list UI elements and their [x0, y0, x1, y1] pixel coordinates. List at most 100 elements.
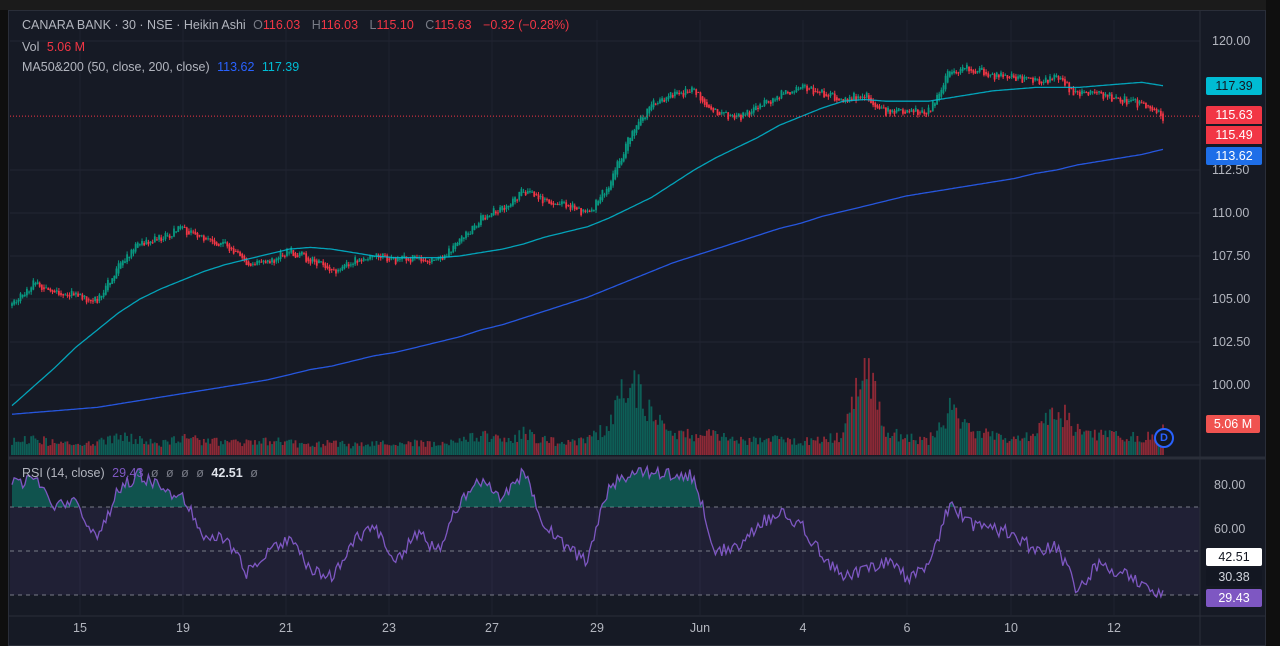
- volume-bar: [966, 422, 968, 455]
- volume-bar: [1149, 439, 1152, 455]
- candle-body: [592, 210, 595, 212]
- volume-bar: [516, 441, 519, 455]
- volume-bar: [639, 384, 642, 455]
- candle-body: [138, 244, 141, 246]
- volume-bar: [1125, 439, 1128, 455]
- candle-body: [520, 188, 523, 196]
- volume-bar: [332, 440, 335, 455]
- rsi-label[interactable]: RSI (14, close): [22, 466, 105, 480]
- rsi-value: 29.43: [112, 466, 144, 480]
- candle-body: [89, 299, 92, 302]
- candle-body: [518, 191, 521, 200]
- candle-body: [384, 255, 386, 257]
- candle-body: [448, 248, 450, 257]
- candle-body: [85, 296, 88, 303]
- candle-body: [686, 91, 689, 93]
- candle-body: [742, 112, 744, 118]
- candle-body: [275, 258, 278, 262]
- candle-body: [249, 263, 252, 267]
- dividends-badge[interactable]: D: [1154, 428, 1174, 448]
- candle-body: [1078, 91, 1081, 97]
- candle-body: [509, 204, 512, 207]
- candle-body: [450, 252, 452, 254]
- volume-bar: [416, 440, 418, 455]
- volume-bar: [951, 409, 953, 455]
- candle-body: [77, 293, 79, 297]
- candle-body: [548, 199, 551, 204]
- volume-bar: [974, 438, 977, 455]
- volume-bar: [867, 358, 870, 455]
- candle-body: [477, 223, 480, 227]
- candle-body: [808, 88, 811, 90]
- volume-bar: [978, 430, 981, 455]
- candle-body: [995, 72, 998, 77]
- volume-bar: [394, 444, 397, 455]
- candle-body: [688, 91, 691, 93]
- volume-bar: [377, 444, 380, 455]
- rsi-tag: 29.43: [1206, 589, 1262, 607]
- volume-bar: [844, 423, 847, 455]
- candle-body: [245, 258, 248, 266]
- volume-bar: [1000, 434, 1002, 455]
- candle-body: [147, 241, 150, 245]
- volume-bar: [848, 412, 851, 455]
- volume-bar: [816, 436, 819, 455]
- candle-body: [98, 294, 101, 301]
- volume-bar: [232, 439, 235, 455]
- volume-label[interactable]: Vol: [22, 40, 40, 54]
- candle-body: [1127, 100, 1130, 102]
- volume-bar: [539, 442, 542, 455]
- volume-bar: [113, 435, 116, 455]
- candle-body: [697, 92, 700, 94]
- volume-bar: [678, 430, 681, 455]
- volume-bar: [153, 442, 156, 455]
- candle-body: [32, 280, 35, 290]
- volume-bar: [138, 436, 141, 455]
- volume-bar: [1002, 439, 1005, 455]
- rsi-ma-tag: 42.51: [1206, 548, 1262, 566]
- candle-body: [431, 258, 433, 263]
- candle-body: [1032, 77, 1034, 83]
- candle-body: [81, 294, 84, 300]
- candle-body: [1140, 102, 1143, 104]
- volume-bar: [428, 441, 431, 455]
- candle-body: [480, 215, 482, 226]
- price-tick-label: 105.00: [1212, 292, 1250, 306]
- candle-body: [324, 263, 327, 269]
- volume-bar: [959, 428, 962, 455]
- volume-bar: [158, 445, 160, 455]
- candle-body: [132, 249, 135, 254]
- volume-bar: [603, 435, 606, 455]
- candle-body: [175, 231, 178, 233]
- volume-bar: [367, 444, 369, 455]
- candle-body: [550, 201, 553, 205]
- volume-bar: [1008, 441, 1011, 455]
- volume-bar: [224, 439, 227, 455]
- volume-bar: [422, 441, 425, 455]
- volume-bar: [443, 443, 446, 455]
- volume-bar: [654, 419, 657, 455]
- volume-bar: [895, 428, 898, 455]
- candle-body: [1002, 74, 1005, 78]
- volume-value: 5.06 M: [46, 40, 86, 54]
- volume-bar: [473, 441, 476, 455]
- symbol-title[interactable]: CANARA BANK · 30 · NSE · Heikin Ashi: [22, 18, 246, 32]
- volume-bar: [183, 434, 186, 455]
- volume-bar: [863, 357, 866, 455]
- volume-bar: [693, 441, 695, 455]
- candle-body: [833, 93, 836, 101]
- candle-body: [656, 102, 659, 104]
- volume-bar: [300, 442, 303, 455]
- volume-bar: [1102, 434, 1105, 455]
- volume-bar: [1074, 431, 1077, 455]
- candle-body: [1159, 110, 1162, 117]
- volume-bar: [431, 447, 433, 455]
- volume-bar: [53, 442, 56, 455]
- rsi-overbought-fill: [12, 466, 1163, 507]
- volume-bar: [275, 441, 278, 455]
- candle-body: [597, 201, 600, 206]
- candle-body: [454, 242, 457, 249]
- ma-label[interactable]: MA50&200 (50, close, 200, close): [22, 60, 210, 74]
- volume-bar: [1078, 429, 1081, 455]
